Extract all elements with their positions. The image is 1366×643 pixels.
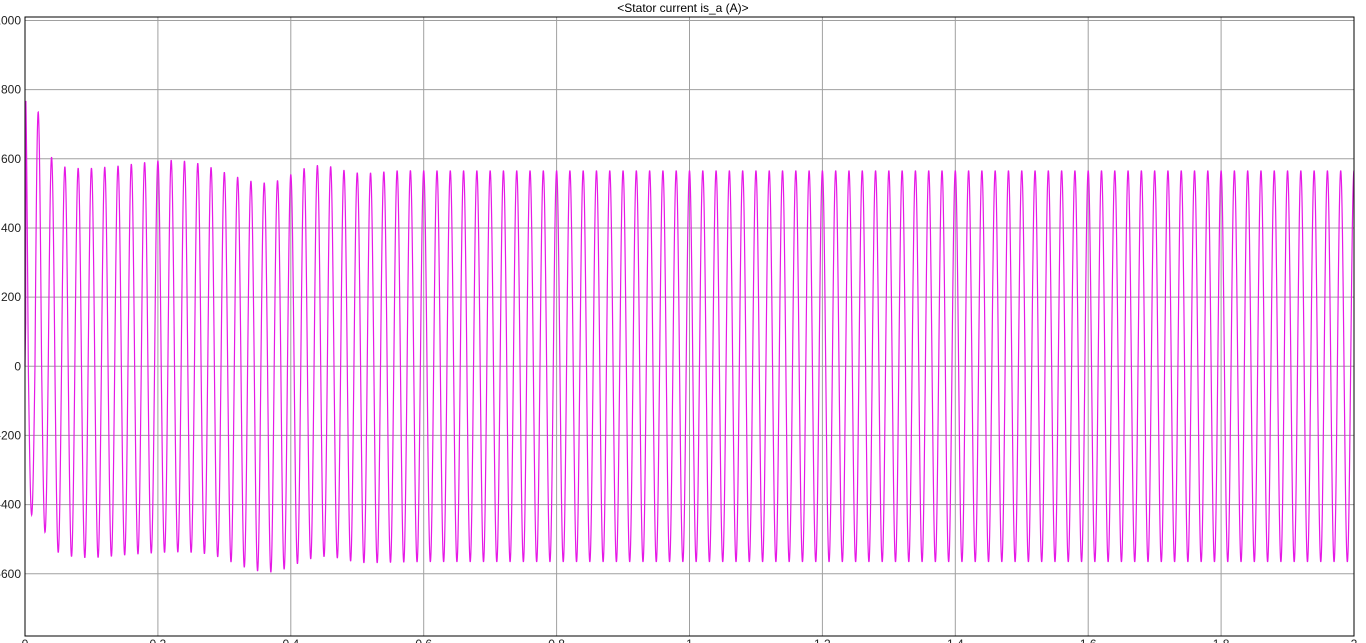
- y-tick-label: -200: [0, 428, 21, 442]
- x-tick-label: 1.4: [947, 637, 964, 643]
- tick-labels: 0 0.2 0.4 0.6 0.8 1 1.2 1.4 1.6 1.8 2 1000 800 600 400…: [0, 13, 1358, 643]
- x-tick-label: 1.6: [1080, 637, 1097, 643]
- y-tick-label: -400: [0, 498, 21, 512]
- y-tick-label: 0: [14, 359, 21, 373]
- y-tick-label: 1000: [0, 13, 21, 27]
- y-tick-label: 400: [1, 221, 21, 235]
- x-tick-label: 0.2: [150, 637, 167, 643]
- x-tick-label: 1.2: [814, 637, 831, 643]
- x-tick-label: 0: [22, 637, 29, 643]
- x-tick-label: 0.8: [548, 637, 565, 643]
- x-tick-label: 1: [686, 637, 693, 643]
- y-tick-label: 800: [1, 83, 21, 97]
- series-layer: [24, 100, 1355, 573]
- y-tick-label: -600: [0, 567, 21, 581]
- chart-title: <Stator current is_a (A)>: [617, 1, 749, 15]
- x-tick-label: 0.4: [282, 637, 299, 643]
- y-tick-label: 600: [1, 152, 21, 166]
- y-tick-label: 200: [1, 290, 21, 304]
- plot-frame: [24, 16, 1355, 637]
- stator-current-line: [24, 100, 1355, 573]
- x-tick-label: 2: [1351, 637, 1358, 643]
- grid-lines: [24, 17, 1355, 636]
- x-tick-label: 0.6: [415, 637, 432, 643]
- x-tick-label: 1.8: [1213, 637, 1230, 643]
